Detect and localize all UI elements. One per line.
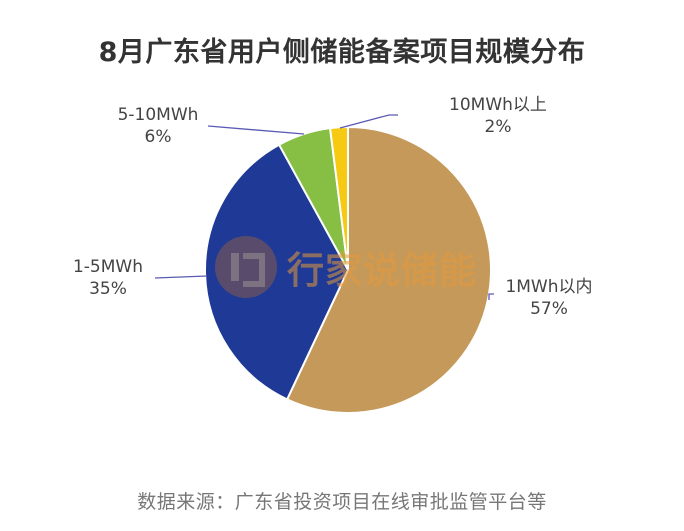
label-percent: 35% xyxy=(89,279,127,299)
watermark: 行家说储能 xyxy=(215,236,477,298)
label-percent: 2% xyxy=(484,117,512,137)
watermark-text: 行家说储能 xyxy=(287,249,477,292)
pie-slice-over-10mwh xyxy=(328,125,349,271)
label-category: 1-5MWh xyxy=(72,257,144,277)
data-source-note: 数据来源：广东省投资项目在线审批监管平台等 xyxy=(137,491,547,513)
leader-line-under-1mwh xyxy=(488,293,494,300)
chart-title: 8月广东省用户侧储能备案项目规模分布 xyxy=(98,37,586,68)
label-category: 10MWh以上 xyxy=(449,95,547,115)
leader-line-5-10mwh xyxy=(207,125,305,135)
leader-line-over-10mwh xyxy=(339,114,398,129)
label-category: 5-10MWh xyxy=(117,105,199,125)
label-percent: 6% xyxy=(144,127,172,147)
label-category: 1MWh以内 xyxy=(505,277,593,297)
data-label-under-1mwh: 1MWh以内 57% xyxy=(494,276,604,320)
data-label-over-10mwh: 10MWh以上 2% xyxy=(428,94,568,138)
watermark-logo-icon xyxy=(215,236,277,298)
data-label-5-10mwh: 5-10MWh 6% xyxy=(98,104,218,148)
label-percent: 57% xyxy=(530,299,568,319)
data-label-1-5mwh: 1-5MWh 35% xyxy=(58,256,158,300)
pie-slice-under-1mwh xyxy=(285,125,492,414)
leader-line-1-5mwh xyxy=(154,275,208,279)
